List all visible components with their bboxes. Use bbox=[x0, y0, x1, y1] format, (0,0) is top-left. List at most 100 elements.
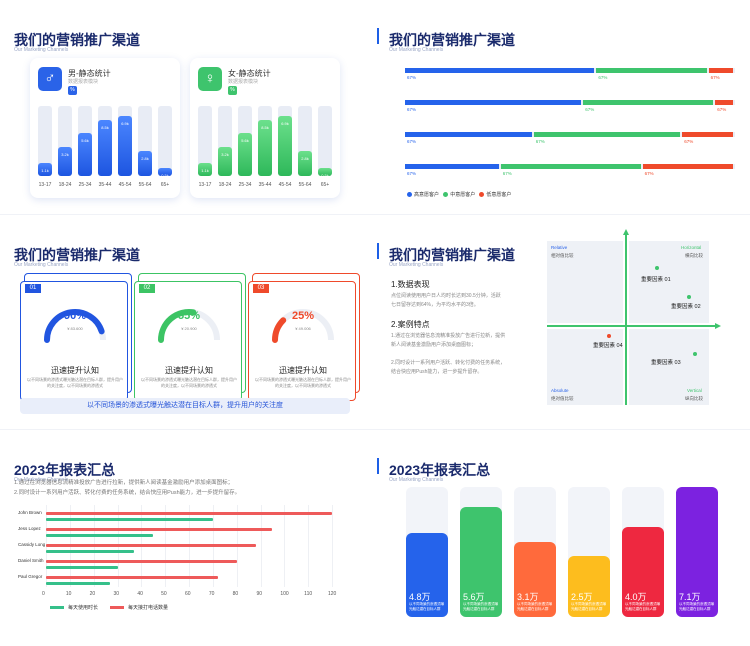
column-category: 65+ bbox=[160, 182, 170, 188]
quadrant-label: 相对值比较 bbox=[551, 253, 574, 258]
card-heading: 迅速提升认知 bbox=[165, 366, 213, 375]
column-value: 3.2k bbox=[221, 151, 229, 157]
legend-series-a: 每天使用时长 bbox=[50, 604, 98, 611]
intent-percent: 67% bbox=[585, 107, 595, 112]
male-card-subtitle: 数据报表模块 bbox=[68, 79, 99, 85]
quadrant-label: Absolute bbox=[551, 388, 569, 393]
column-bar bbox=[198, 163, 212, 176]
intent-row bbox=[405, 68, 735, 73]
intent-percent: 67% bbox=[598, 75, 608, 80]
intent-percent: 67% bbox=[407, 171, 417, 176]
horizontal-axis bbox=[547, 325, 717, 327]
bar-series-b bbox=[46, 560, 237, 563]
intent-segment-red bbox=[708, 68, 733, 73]
progress-card: 02 55% ¥ 20.900 迅速提升认知 以不同场景的渗透式曝光触达潜在目标人群，提… bbox=[134, 281, 242, 401]
intent-percent: 67% bbox=[407, 75, 417, 80]
card-number: 03 bbox=[253, 284, 269, 293]
column-bar bbox=[460, 506, 502, 617]
intent-percent: 67% bbox=[644, 171, 654, 176]
category-label: Daniel Smith bbox=[18, 558, 44, 563]
column-value: 4.0万 bbox=[625, 592, 647, 602]
intent-segment-blue bbox=[405, 132, 532, 137]
column-value: 8.5k bbox=[101, 125, 109, 130]
intent-segment-blue bbox=[405, 68, 595, 73]
column-track: 8.5k bbox=[98, 106, 112, 176]
column-bar bbox=[138, 150, 152, 176]
column-value: 6.9k bbox=[121, 120, 129, 126]
column-bar bbox=[568, 555, 610, 617]
section-text: 七日留存达到64%，为平均水平的3倍。 bbox=[391, 302, 479, 308]
card-description: 以不同场景的渗透式曝光触达潜在目标人群，提升用户的关注度，以不同场景的渗透式 bbox=[27, 377, 123, 388]
column-value: 3.1万 bbox=[517, 592, 539, 602]
legend-swatch bbox=[110, 606, 124, 610]
legend-label: 低意愿客户 bbox=[486, 192, 512, 198]
intent-segment-green bbox=[500, 164, 641, 169]
quadrant-label: Relative bbox=[551, 245, 568, 250]
panel-bar-report: 2023年报表汇总 Our Marketing Channels 1.通过在浏览… bbox=[0, 430, 375, 645]
column-bar bbox=[38, 163, 52, 176]
male-symbol-icon: ♂ bbox=[38, 67, 62, 91]
bar-series-a bbox=[46, 566, 118, 569]
card-number: 01 bbox=[25, 284, 41, 293]
column-bar bbox=[218, 146, 232, 176]
gridline bbox=[308, 505, 310, 587]
percent-badge: % bbox=[228, 86, 237, 95]
column-category: 13-17 bbox=[198, 182, 212, 188]
female-card-subtitle: 数据报表模块 bbox=[228, 79, 259, 85]
section-text: 结合快应用Push能力，进一步提升留存。 bbox=[391, 369, 483, 375]
amount-value: ¥ 83.600 bbox=[67, 326, 83, 331]
section-heading: 1.数据表现 bbox=[391, 280, 430, 289]
column-description: 以不同场景的渗透式曝光触达潜在目标人群 bbox=[679, 602, 714, 611]
column-category: 13-17 bbox=[38, 182, 52, 188]
panel-subtitle: Our Marketing Channels bbox=[389, 47, 444, 53]
column-bar bbox=[238, 132, 252, 176]
panel-subtitle: Our Marketing Channels bbox=[14, 262, 69, 268]
column-track: 0.5k bbox=[318, 106, 332, 178]
column-value: 1.1k bbox=[201, 168, 209, 174]
column-value: 4.8万 bbox=[409, 592, 431, 602]
column-bar bbox=[318, 167, 332, 176]
intent-percent: 67% bbox=[684, 139, 694, 144]
intent-percent: 67% bbox=[407, 107, 417, 112]
legend-label: 每天接打电话数量 bbox=[128, 605, 169, 611]
intent-percent: 67% bbox=[502, 171, 512, 176]
intent-segment-blue bbox=[405, 100, 582, 105]
quadrant-top-right bbox=[629, 241, 709, 323]
panel-column-report: 2023年报表汇总 Our Marketing Channels bbox=[375, 430, 750, 645]
card-heading: 迅速提升认知 bbox=[279, 366, 327, 375]
percent-badge: % bbox=[68, 86, 77, 95]
bar-series-b bbox=[46, 512, 332, 515]
intent-segment-green bbox=[533, 132, 681, 137]
column-value: 0.5k bbox=[321, 172, 329, 178]
card-number: 02 bbox=[139, 284, 155, 293]
factor-dot bbox=[693, 352, 697, 356]
percent-value: 55% bbox=[177, 310, 201, 322]
column-category: 65+ bbox=[320, 182, 330, 188]
percent-value: 90% bbox=[63, 310, 87, 322]
female-symbol-icon: ♀ bbox=[198, 67, 222, 91]
quadrant-label: 横向比较 bbox=[685, 253, 703, 258]
quadrant-label: Horizontal bbox=[681, 245, 702, 250]
legend-label: 每天使用时长 bbox=[68, 605, 99, 611]
factor-label: 重要因素 02 bbox=[671, 304, 701, 310]
x-tick-label: 60 bbox=[185, 591, 191, 597]
intent-percent: 67% bbox=[407, 139, 417, 144]
bar-series-b bbox=[46, 576, 218, 579]
amount-value: ¥ 49.006 bbox=[295, 326, 311, 331]
report-note: 1.通过在浏览器信息流精准投放广告进行拉新，提供新人阅读基金激励用户添加桌面图标… bbox=[14, 480, 234, 486]
female-stats-card: ♀ 女-静态统计 数据报表模块 % 1.1k 13-17 3.2k 18-24 5.6k… bbox=[190, 58, 340, 198]
column-category: 55-64 bbox=[298, 182, 312, 188]
section-text: 2.同时设计一系列用户活跃、转化付费的任务系统， bbox=[391, 360, 506, 366]
column-value: 2.8k bbox=[301, 155, 309, 161]
x-tick-label: 50 bbox=[161, 591, 167, 597]
panel-subtitle: Our Marketing Channels bbox=[14, 477, 69, 483]
panel-subtitle: Our Marketing Channels bbox=[389, 262, 444, 268]
factor-dot bbox=[607, 334, 611, 338]
intent-legend: 高意愿客户 中意愿客户 低意愿客户 bbox=[407, 191, 511, 198]
section-heading: 2.案例特点 bbox=[391, 320, 430, 329]
column-value: 8.5k bbox=[261, 125, 269, 130]
column-category: 45-54 bbox=[278, 182, 292, 188]
intent-percent: 67% bbox=[717, 107, 727, 112]
intent-row bbox=[405, 132, 735, 137]
panel-title: 我们的营销推广渠道 bbox=[14, 247, 140, 263]
